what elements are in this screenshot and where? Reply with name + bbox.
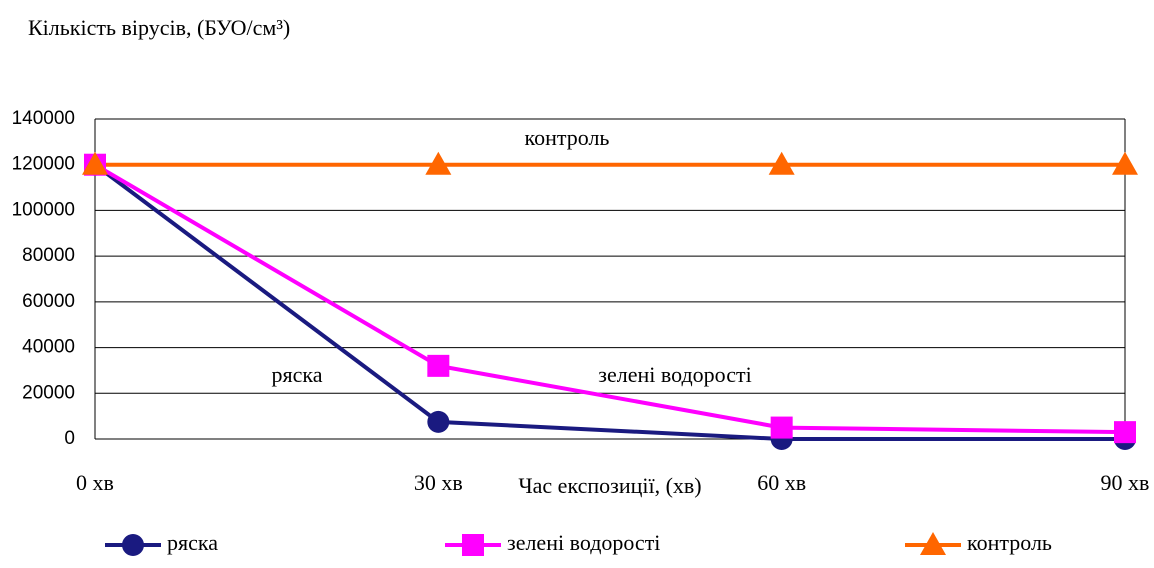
chart-title: Кількість вірусів, (БУО/см³)	[28, 15, 290, 40]
y-tick-label: 100000	[12, 199, 75, 220]
x-tick-label: 30 хв	[414, 470, 463, 495]
annotation: зелені водорості	[598, 362, 751, 387]
y-tick-label: 40000	[22, 337, 75, 358]
legend-label: контроль	[967, 530, 1052, 555]
y-tick-label: 20000	[22, 382, 75, 403]
annotation: ряска	[271, 362, 322, 387]
x-tick-label: 60 хв	[757, 470, 806, 495]
data-point	[425, 151, 452, 175]
data-point	[768, 151, 795, 175]
legend-marker	[920, 532, 946, 555]
legend-marker	[462, 534, 484, 556]
x-tick-label: 90 хв	[1101, 470, 1150, 495]
legend-label: ряска	[167, 530, 218, 555]
y-tick-label: 60000	[22, 291, 75, 312]
data-point	[427, 354, 450, 377]
data-point	[770, 416, 793, 439]
x-tick-label: 0 хв	[76, 470, 114, 495]
data-point	[427, 410, 450, 433]
data-point	[1114, 421, 1136, 444]
legend-marker	[122, 534, 144, 556]
y-tick-label: 80000	[22, 245, 75, 266]
data-point	[1112, 151, 1138, 175]
series-line	[93, 162, 1126, 435]
annotation: контроль	[525, 125, 610, 150]
y-tick-label: 0	[64, 428, 75, 449]
data-point	[82, 151, 108, 175]
legend-label: зелені водорості	[507, 530, 660, 555]
y-tick-label: 120000	[12, 154, 75, 175]
x-axis-label: Час експозиції, (хв)	[518, 473, 701, 498]
series-line	[93, 163, 1125, 441]
y-tick-label: 140000	[12, 108, 75, 129]
